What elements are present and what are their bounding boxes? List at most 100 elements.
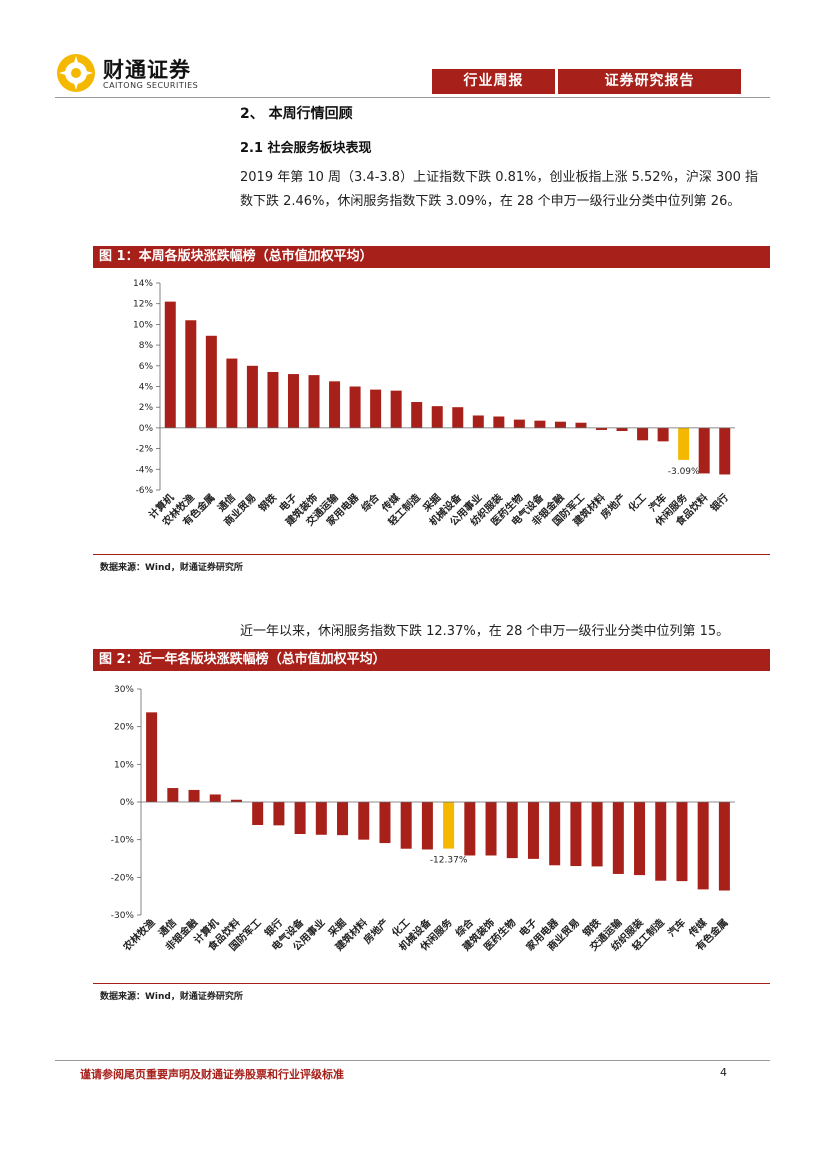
y-tick-label: 0% [120, 798, 135, 808]
y-tick-label: 6% [139, 362, 154, 372]
bar-19 [527, 802, 539, 859]
bar-6 [267, 372, 279, 428]
bar-18 [506, 802, 518, 859]
bar-14 [421, 802, 433, 850]
logo-text-en: CAITONG SECURITIES [103, 81, 199, 90]
bar-22 [596, 427, 608, 430]
bar-24 [634, 802, 646, 876]
bar-3 [205, 335, 217, 428]
y-tick-label: 10% [133, 320, 153, 330]
bar-8 [294, 802, 306, 835]
bar-23 [612, 802, 624, 874]
section-subheading: 2.1 社会服务板块表现 [240, 141, 372, 156]
bar-2 [185, 320, 197, 428]
bar-23 [616, 427, 628, 432]
highlight-data-label: -3.09% [668, 467, 700, 477]
paragraph-yearly: 近一年以来，休闲服务指数下跌 12.37%，在 28 个申万一级行业分类中位列第… [240, 624, 730, 639]
bar-18 [513, 419, 525, 428]
bar-20 [554, 421, 566, 428]
bar-11 [370, 389, 382, 428]
bar-21 [575, 422, 587, 428]
figure-1-divider [93, 554, 770, 555]
page-number: 4 [720, 1066, 727, 1079]
y-tick-label: 8% [139, 341, 154, 351]
bar-24 [637, 427, 649, 441]
report-type-tag: 行业周报 [432, 69, 555, 94]
highlight-data-label: -12.37% [430, 856, 468, 866]
bar-12 [379, 802, 391, 844]
figure-1-title: 图 1：本周各版块涨跌幅榜（总市值加权平均） [93, 246, 770, 268]
bar-11 [358, 802, 370, 840]
bar-4 [226, 358, 238, 428]
figure-1-chart: 14%12%10%8%6%4%2%0%-2%-4%-6%计算机农林牧渔有色金属通… [133, 279, 735, 529]
category-label: 农林牧渔 [120, 916, 158, 954]
category-label: 房地产 [361, 916, 391, 946]
y-tick-label: 30% [114, 685, 134, 695]
bar-9 [329, 381, 341, 428]
bar-28 [719, 427, 731, 475]
logo-icon [57, 54, 95, 92]
bar-26 [678, 427, 690, 460]
figure-2-source: 数据来源：Wind，财通证券研究所 [100, 992, 243, 1002]
bar-7 [273, 802, 285, 826]
category-label: 钢铁 [256, 491, 279, 514]
bar-15 [452, 407, 464, 428]
bar-1 [146, 712, 158, 802]
footer-divider [55, 1060, 770, 1061]
bar-21 [570, 802, 582, 867]
y-tick-label: -6% [135, 486, 153, 496]
bar-25 [655, 802, 667, 881]
bar-8 [308, 375, 320, 428]
bar-5 [246, 365, 258, 428]
bar-9 [315, 802, 327, 835]
bar-22 [591, 802, 603, 867]
category-label: 汽车 [665, 916, 688, 939]
bar-13 [400, 802, 412, 849]
bar-6 [252, 802, 264, 825]
y-tick-label: -4% [135, 465, 153, 475]
bar-1 [164, 301, 176, 428]
company-logo: 财通证券 CAITONG SECURITIES [55, 52, 225, 96]
category-label: 综合 [358, 490, 382, 514]
logo-text-cn: 财通证券 [103, 58, 191, 82]
bar-16 [472, 415, 484, 428]
bar-2 [167, 788, 179, 802]
bar-10 [337, 802, 349, 836]
bar-3 [188, 789, 200, 802]
category-label: 化工 [625, 491, 648, 514]
bar-5 [230, 799, 242, 802]
footer-disclaimer: 谨请参阅尾页重要声明及财通证券股票和行业评级标准 [80, 1068, 344, 1081]
y-tick-label: -10% [111, 836, 135, 846]
y-tick-label: 2% [139, 403, 154, 413]
figure-2-title: 图 2：近一年各版块涨跌幅榜（总市值加权平均） [93, 649, 770, 671]
figure-1-source: 数据来源：Wind，财通证券研究所 [100, 563, 243, 573]
section-heading: 2、 本周行情回顾 [240, 106, 353, 122]
bar-7 [287, 374, 299, 428]
category-label: 银行 [708, 491, 731, 514]
y-tick-label: 10% [114, 760, 134, 770]
bar-4 [209, 794, 221, 802]
bar-27 [697, 802, 709, 890]
bar-14 [431, 406, 443, 428]
y-tick-label: -2% [135, 445, 153, 455]
header-divider [55, 97, 770, 98]
report-category-tag: 证券研究报告 [558, 69, 741, 94]
bar-20 [549, 802, 561, 866]
bar-25 [657, 427, 669, 442]
bar-13 [411, 402, 423, 428]
y-tick-label: 14% [133, 279, 153, 289]
bar-28 [718, 802, 730, 891]
y-tick-label: 12% [133, 300, 153, 310]
paragraph-weekly: 2019 年第 10 周（3.4-3.8）上证指数下跌 0.81%，创业板指上涨… [240, 170, 759, 209]
bar-12 [390, 390, 402, 428]
figure-2-divider [93, 983, 770, 984]
bar-17 [493, 416, 505, 428]
bar-16 [464, 802, 476, 856]
bar-27 [698, 427, 710, 474]
y-tick-label: 4% [139, 383, 154, 393]
bar-19 [534, 420, 546, 428]
bar-15 [443, 802, 455, 849]
y-tick-label: 20% [114, 723, 134, 733]
y-tick-label: -30% [111, 911, 135, 921]
y-tick-label: 0% [139, 424, 154, 434]
